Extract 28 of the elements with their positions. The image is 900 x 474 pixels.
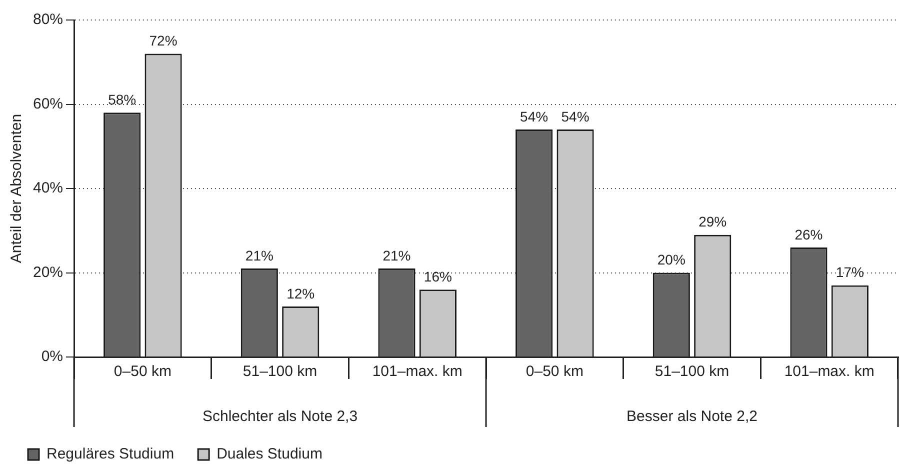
x-tick-label: 0–50 km xyxy=(114,363,172,380)
data-label: 21% xyxy=(382,247,411,264)
data-label: 21% xyxy=(245,247,274,264)
data-label: 29% xyxy=(698,214,727,230)
text: Besser als Note 2,2 xyxy=(626,408,758,426)
data-label: 54% xyxy=(561,108,590,124)
y-tick-label: 60% xyxy=(32,95,64,112)
data-label: 16% xyxy=(424,268,452,284)
y-axis-title: Anteil der Absolventen xyxy=(8,114,26,264)
x-tick-label: 51–100 km xyxy=(654,363,730,380)
data-label: 17% xyxy=(836,264,864,280)
data-label: 20% xyxy=(657,252,686,268)
y-tick-label: 80% xyxy=(32,11,64,28)
data-label: 26% xyxy=(794,226,823,242)
data-label: 72% xyxy=(149,32,178,49)
x-tick-label: 101–max. km xyxy=(784,363,874,380)
y-tick-label: 40% xyxy=(32,180,64,197)
data-label: 12% xyxy=(286,285,315,302)
legend-label: Reguläres Studium xyxy=(46,446,174,463)
x-tick-label: 51–100 km xyxy=(242,363,318,380)
x-tick-label: 0–50 km xyxy=(526,363,584,380)
legend-label: Duales Studium xyxy=(216,446,322,463)
data-label: 54% xyxy=(520,108,548,124)
text: Schlechter als Note 2,3 xyxy=(202,408,358,426)
y-tick-label: 20% xyxy=(32,264,64,281)
y-tick-label: 0% xyxy=(41,348,64,366)
data-label: 58% xyxy=(108,92,136,108)
x-tick-label: 101–max. km xyxy=(372,363,462,380)
